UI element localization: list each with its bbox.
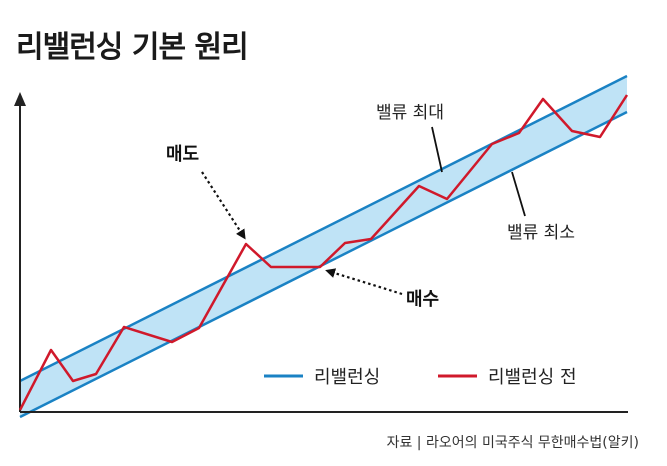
buy-label: 매수 xyxy=(406,289,439,310)
band-upper-label: 밸류 최대 xyxy=(376,103,444,123)
band-upper-leader xyxy=(431,126,443,173)
sell-arrow xyxy=(201,171,246,240)
sell-label: 매도 xyxy=(166,144,199,165)
value-band xyxy=(20,76,627,417)
band-lower-label: 밸류 최소 xyxy=(507,223,575,243)
legend-pre-rebalance-label: 리밸런싱 전 xyxy=(488,367,577,388)
source-caption: 자료 | 라오어의 미국주식 무한매수법(알키) xyxy=(386,435,639,451)
buy-arrow xyxy=(325,268,403,296)
legend: 리밸런싱 리밸런싱 전 xyxy=(264,367,577,388)
legend-rebalanced-label: 리밸런싱 xyxy=(314,367,380,388)
pre-rebalance-line xyxy=(18,94,629,411)
page-title: 리밸런싱 기본 원리 xyxy=(16,30,249,65)
y-axis-arrow-icon xyxy=(14,92,26,106)
band-lower-leader xyxy=(511,171,526,217)
